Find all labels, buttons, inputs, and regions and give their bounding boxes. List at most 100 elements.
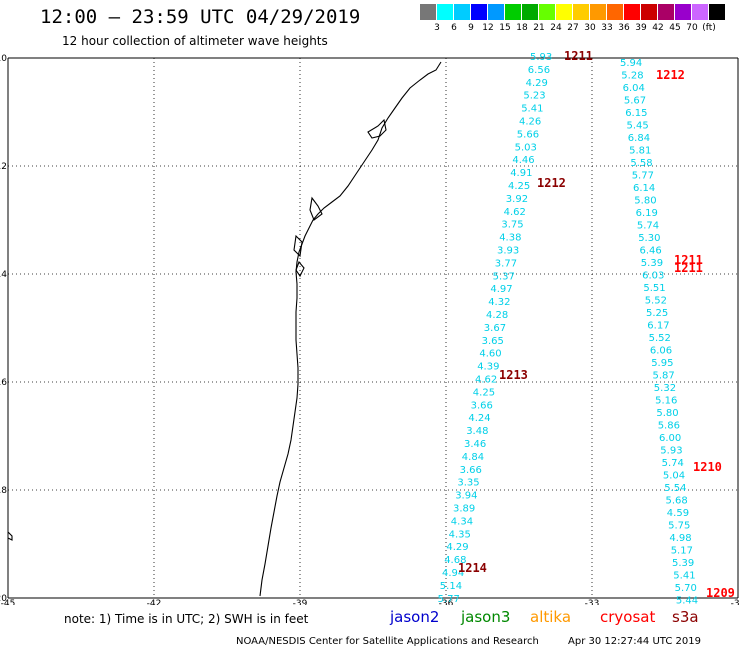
wave-height-value: 4.29 [446, 542, 468, 553]
scale-swatch [607, 4, 623, 20]
pass-number-label: 1211 [674, 253, 703, 267]
longitude-label: -42 [147, 599, 162, 605]
longitude-label: -30 [731, 599, 740, 605]
wave-height-value: 4.94 [442, 568, 464, 579]
latitude-label: -14 [0, 270, 7, 280]
wave-height-value: 4.84 [462, 452, 484, 463]
longitude-label: -39 [293, 599, 308, 605]
wave-height-value: 4.25 [473, 387, 495, 398]
wave-height-value: 5.67 [624, 96, 646, 107]
wave-height-value: 5.54 [664, 483, 686, 494]
wave-height-value: 3.65 [482, 336, 504, 347]
wave-height-value: 5.58 [630, 158, 652, 169]
scale-swatch [522, 4, 538, 20]
scale-swatch [675, 4, 691, 20]
wave-track-east: 5.94 5.286.04 5.676.15 5.456.84 5.815.58 5.77… [620, 58, 698, 605]
wave-height-value: 5.03 [515, 142, 537, 153]
scale-tick-label: 39 [635, 23, 647, 33]
wave-height-value: 3.67 [484, 323, 506, 334]
wave-height-value: 4.28 [486, 310, 508, 321]
wave-height-value: 4.32 [488, 297, 510, 308]
wave-height-value: 5.30 [638, 233, 660, 244]
wave-height-value: 4.38 [499, 233, 521, 244]
wave-height-value: 4.60 [479, 349, 501, 360]
coastline [7, 61, 442, 597]
wave-height-value: 5.94 [620, 58, 642, 69]
scale-swatch [488, 4, 504, 20]
scale-tick-label: 70 [686, 23, 698, 33]
wave-height-value: 6.15 [625, 108, 647, 119]
wave-height-value: 5.16 [655, 396, 677, 407]
wave-height-value: 5.74 [662, 458, 684, 469]
scale-tick-label: 6 [451, 23, 457, 33]
wave-height-value: 3.94 [455, 491, 477, 502]
scale-swatch [420, 4, 436, 20]
wave-height-value: 5.86 [658, 421, 680, 432]
wave-height-value: 4.59 [667, 508, 689, 519]
wave-height-value: 3.75 [501, 220, 523, 231]
satellite-legend-entry: altika [530, 608, 572, 626]
wave-height-value: 4.98 [669, 533, 691, 544]
wave-height-value: 5.51 [643, 283, 665, 294]
wave-height-value: 3.46 [464, 439, 486, 450]
wave-height-value: 4.68 [444, 555, 466, 566]
wave-height-value: 5.44 [676, 596, 698, 606]
satellite-legend-entry: jason2 [390, 608, 440, 626]
scale-swatch [471, 4, 487, 20]
wave-height-value: 4.35 [449, 529, 471, 540]
wave-height-value: 4.26 [519, 117, 541, 128]
wave-height-value: 4.29 [526, 78, 548, 89]
scale-swatch [692, 4, 708, 20]
wave-track-west: 5.93 6.56 4.29 5.23 5.41 4.265.66 5.03 4.46 4.91… [438, 52, 553, 605]
scale-tick-label: 30 [584, 23, 596, 33]
wave-height-value: 5.37 [493, 271, 515, 282]
wave-height-value: 5.74 [637, 221, 659, 232]
wave-height-value: 5.52 [649, 333, 671, 344]
latitude-label: -20 [0, 594, 7, 604]
scale-swatch [556, 4, 572, 20]
wave-height-value: 6.00 [659, 433, 681, 444]
scale-tick-label: 21 [533, 23, 545, 33]
latitude-label: -18 [0, 486, 7, 496]
wave-height-value: 4.62 [504, 207, 526, 218]
wave-height-value: 5.80 [634, 196, 656, 207]
footer-timestamp: Apr 30 12:27:44 UTC 2019 [568, 636, 701, 647]
map-subtitle: 12 hour collection of altimeter wave hei… [62, 34, 328, 48]
scale-swatch [709, 4, 725, 20]
wave-height-value: 4.39 [477, 362, 499, 373]
wave-height-value: 5.28 [621, 71, 643, 82]
wave-height-value: 5.66 [517, 129, 539, 140]
pass-number-label: 1211 [674, 261, 703, 275]
wave-height-value: 6.06 [650, 346, 672, 357]
satellite-legend-entry: jason3 [461, 608, 511, 626]
wave-height-value: 5.32 [654, 383, 676, 394]
wave-height-value: 5.17 [671, 546, 693, 557]
longitude-labels: -45 -42 -39 -36 -33 -30 [1, 599, 740, 605]
wave-height-value: 4.62 [475, 375, 497, 386]
latitude-label: -16 [0, 378, 7, 388]
pass-number-label: 1211 [564, 49, 593, 63]
wave-height-value: 6.17 [647, 321, 669, 332]
wave-height-value: 5.25 [646, 308, 668, 319]
wave-height-value: 3.35 [457, 478, 479, 489]
scale-swatch [505, 4, 521, 20]
wave-height-value: 5.41 [673, 571, 695, 582]
wave-height-value: 6.04 [623, 83, 645, 94]
wave-height-value: 4.46 [512, 155, 534, 166]
scale-tick-label: 12 [482, 23, 494, 33]
pass-number-label: 1210 [693, 460, 722, 474]
longitude-label: -45 [1, 599, 16, 605]
wave-height-value: 5.80 [656, 408, 678, 419]
wave-height-value: 3.93 [497, 246, 519, 257]
footer-note: note: 1) Time is in UTC; 2) SWH is in fe… [64, 612, 309, 626]
pass-number-label: 1212 [537, 176, 566, 190]
latitude-labels: -10 -12 -14 -16 -18 -20 [0, 54, 7, 604]
wave-height-value: 5.87 [653, 371, 675, 382]
latitude-label: -12 [0, 162, 7, 172]
scale-tick-label: 24 [550, 23, 562, 33]
wave-height-value: 5.45 [627, 121, 649, 132]
scale-swatch [641, 4, 657, 20]
satellite-legend-entry: cryosat [600, 608, 656, 626]
scale-tick-label: 9 [468, 23, 474, 33]
wave-height-value: 5.93 [530, 52, 552, 63]
